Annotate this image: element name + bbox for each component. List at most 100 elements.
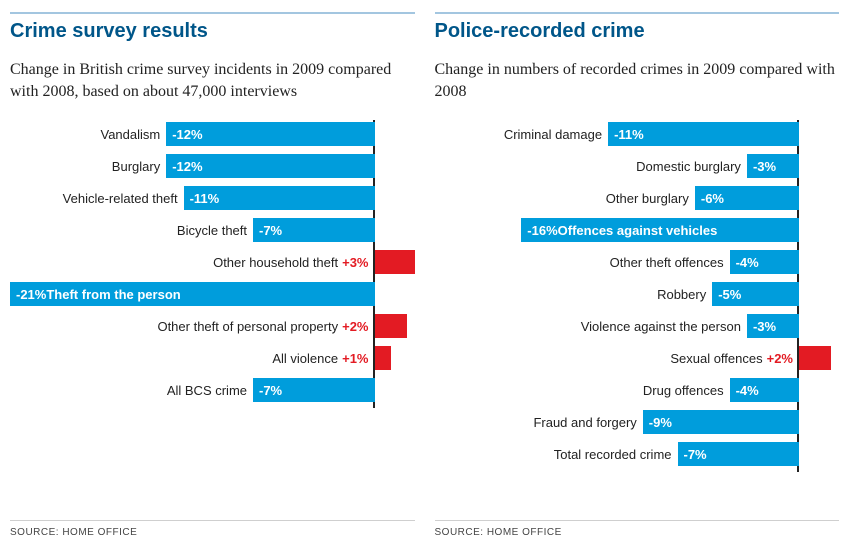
axis-area: Sexual offences +2%	[435, 344, 800, 372]
bar-value: -3%	[753, 319, 776, 334]
bar-label: Criminal damage	[504, 120, 602, 148]
chart-row: Other theft of personal property +2%	[10, 312, 415, 340]
axis-area: Other theft of personal property +2%	[10, 312, 375, 340]
bar-label: Total recorded crime	[554, 440, 672, 468]
bar-label: Drug offences	[643, 376, 724, 404]
chart-row: -9% Fraud and forgery	[435, 408, 840, 436]
bar-label: Other theft offences	[610, 248, 724, 276]
bar-label: Sexual offences	[670, 351, 762, 366]
axis-area: -7%All BCS crime	[10, 376, 375, 404]
bar-label: Burglary	[112, 152, 160, 180]
bar: -4%	[730, 250, 799, 274]
bar-label: Fraud and forgery	[533, 408, 636, 436]
bar-value: -11%	[190, 191, 220, 206]
bar: -4%	[730, 378, 799, 402]
bar	[375, 250, 415, 274]
chart-row: -7%Bicycle theft	[10, 216, 415, 244]
chart-police: -11%Criminal damage-3%Domestic burglary-…	[435, 120, 840, 510]
bar	[375, 346, 391, 370]
chart-row: -3% Domestic burglary	[435, 152, 840, 180]
bar-value: -4%	[736, 383, 759, 398]
bar-label-group: Other theft of personal property +2%	[157, 312, 368, 340]
bar: -9%	[643, 410, 799, 434]
axis-area: -9% Fraud and forgery	[435, 408, 800, 436]
bar: -7%	[678, 442, 800, 466]
bar-label: Violence against the person	[581, 312, 741, 340]
source-label: SOURCE: HOME OFFICE	[10, 520, 415, 538]
bar: -5%	[712, 282, 799, 306]
bar-label: Other burglary	[606, 184, 689, 212]
axis-area: Other household theft +3%	[10, 248, 375, 276]
bar-label: All BCS crime	[167, 376, 247, 404]
bar-label: Theft from the person	[46, 287, 180, 302]
chart-row: -12% Burglary	[10, 152, 415, 180]
bar-value: -21%	[16, 287, 46, 302]
bar-value: -7%	[684, 447, 707, 462]
bar-label: Other household theft	[213, 255, 338, 270]
chart-row: -11%Vehicle-related theft	[10, 184, 415, 212]
bar-label: Domestic burglary	[636, 152, 741, 180]
axis-area: -5% Robbery	[435, 280, 800, 308]
bar-label-group: Other household theft +3%	[213, 248, 368, 276]
bar-value: -7%	[259, 223, 282, 238]
bar-label: Robbery	[657, 280, 706, 308]
bar-value: -16%	[527, 223, 557, 238]
chart-row: -12% Vandalism	[10, 120, 415, 148]
bar: -11%	[184, 186, 375, 210]
chart-row: -4% Other theft offences	[435, 248, 840, 276]
bar-label: All violence	[272, 351, 338, 366]
panel-title: Crime survey results	[10, 12, 415, 43]
bar-value: -11%	[614, 127, 644, 142]
panel-survey: Crime survey results Change in British c…	[10, 12, 415, 538]
bar-label-group: Sexual offences +2%	[670, 344, 793, 372]
bar: -12%	[166, 122, 374, 146]
panel-title: Police-recorded crime	[435, 12, 840, 43]
axis-area: -11%Vehicle-related theft	[10, 184, 375, 212]
bar-label: Offences against vehicles	[558, 223, 718, 238]
chart-row: -16% Offences against vehicles	[435, 216, 840, 244]
bar-value: -3%	[753, 159, 776, 174]
axis-area: -3% Violence against the person	[435, 312, 800, 340]
chart-row: -3% Violence against the person	[435, 312, 840, 340]
bar-label-group: All violence+1%	[272, 344, 368, 372]
bar-value: +2%	[767, 351, 793, 366]
bar: -6%	[695, 186, 799, 210]
panel-subtitle: Change in numbers of recorded crimes in …	[435, 59, 840, 102]
chart-row: -7% Total recorded crime	[435, 440, 840, 468]
bar	[375, 314, 407, 338]
bar: -3%	[747, 314, 799, 338]
bar: -11%	[608, 122, 799, 146]
bar-value: -12%	[172, 159, 202, 174]
chart-row: -5% Robbery	[435, 280, 840, 308]
panel-subtitle: Change in British crime survey incidents…	[10, 59, 415, 102]
bar-value: -9%	[649, 415, 672, 430]
bar: -16% Offences against vehicles	[521, 218, 799, 242]
bar-value: +3%	[342, 255, 368, 270]
bar-label: Vandalism	[100, 120, 160, 148]
bar-value: -12%	[172, 127, 202, 142]
source-label: SOURCE: HOME OFFICE	[435, 520, 840, 538]
bar-value: +2%	[342, 319, 368, 334]
chart-row: -21% Theft from the person	[10, 280, 415, 308]
axis-area: All violence+1%	[10, 344, 375, 372]
axis-area: -6%Other burglary	[435, 184, 800, 212]
chart-row: -7%All BCS crime	[10, 376, 415, 404]
axis-area: -12% Burglary	[10, 152, 375, 180]
axis-area: -4% Other theft offences	[435, 248, 800, 276]
bar: -12%	[166, 154, 374, 178]
axis-area: -11% Criminal damage	[435, 120, 800, 148]
axis-area: -3% Domestic burglary	[435, 152, 800, 180]
bar-value: -5%	[718, 287, 741, 302]
bar: -7%	[253, 218, 375, 242]
chart-row: -6%Other burglary	[435, 184, 840, 212]
chart-row: -4% Drug offences	[435, 376, 840, 404]
chart-row: -11% Criminal damage	[435, 120, 840, 148]
chart-row: Other household theft +3%	[10, 248, 415, 276]
panel-police: Police-recorded crime Change in numbers …	[435, 12, 840, 538]
axis-area: -4% Drug offences	[435, 376, 800, 404]
axis-area: -21% Theft from the person	[10, 280, 375, 308]
bar-label: Other theft of personal property	[157, 319, 338, 334]
bar	[799, 346, 831, 370]
bar-value: -4%	[736, 255, 759, 270]
chart-row: Sexual offences +2%	[435, 344, 840, 372]
